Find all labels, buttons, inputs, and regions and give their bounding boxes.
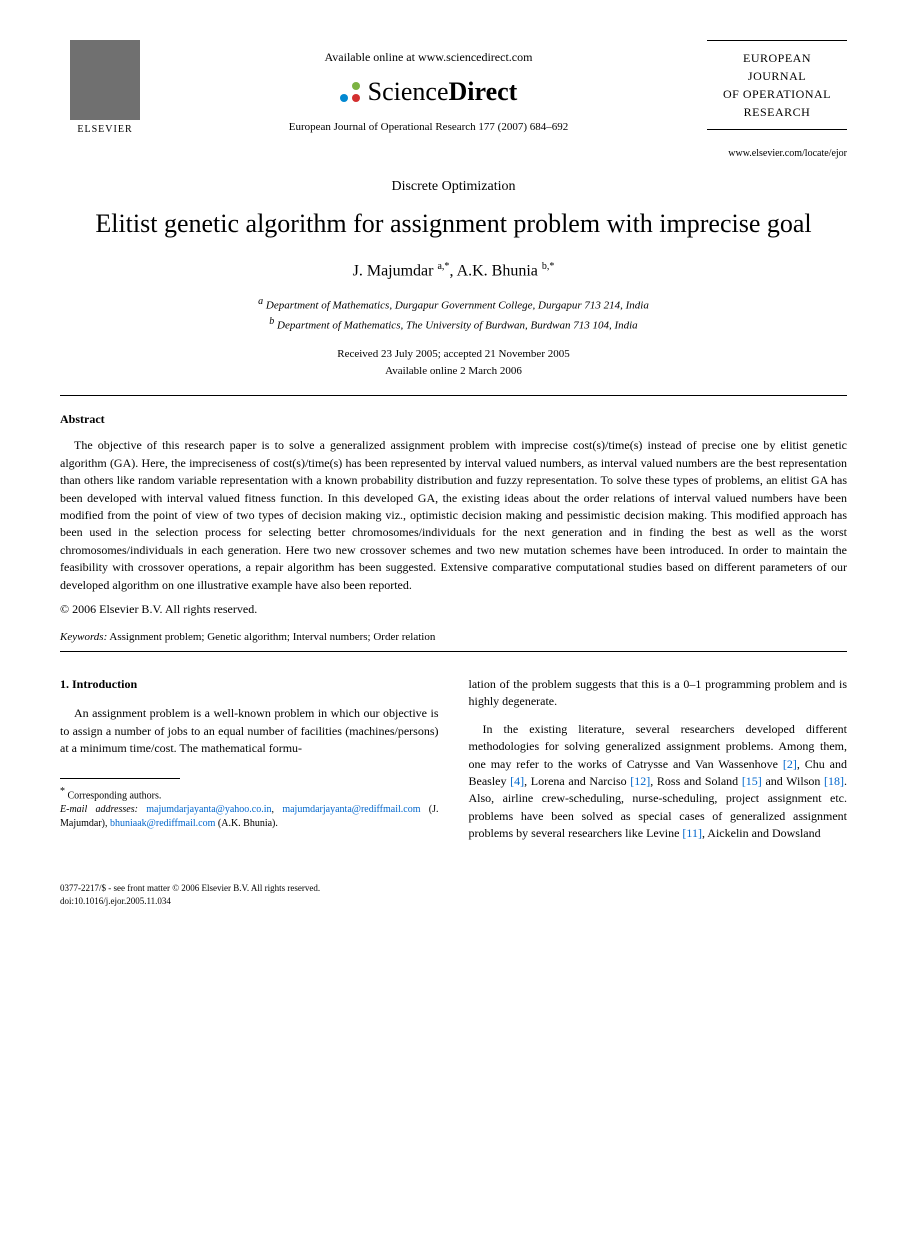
corresponding-note: * Corresponding authors. — [60, 785, 439, 803]
sciencedirect-logo: ScienceDirect — [150, 77, 707, 107]
sd-brand-left: Science — [368, 77, 449, 106]
sd-dots-icon — [340, 82, 360, 102]
footnote-separator — [60, 778, 180, 779]
intro-para1-cont: lation of the problem suggests that this… — [469, 676, 848, 711]
p2-text: , Ross and Soland — [650, 774, 742, 788]
footnote-block: * Corresponding authors. E-mail addresse… — [60, 785, 439, 831]
intro-para1: An assignment problem is a well-known pr… — [60, 705, 439, 757]
p2-text: , Aickelin and Dowsland — [702, 826, 821, 840]
keywords-text: Assignment problem; Genetic algorithm; I… — [109, 631, 435, 643]
ref-link[interactable]: [15] — [742, 774, 762, 788]
center-header: Available online at www.sciencedirect.co… — [150, 40, 707, 133]
elsevier-label: ELSEVIER — [77, 124, 132, 135]
keywords-label: Keywords: — [60, 631, 107, 643]
journal-box-line: RESEARCH — [711, 103, 843, 121]
abstract-heading: Abstract — [60, 412, 847, 427]
sd-brand-right: Direct — [449, 77, 518, 106]
available-online-text: Available online at www.sciencedirect.co… — [150, 50, 707, 65]
sd-dot — [352, 82, 360, 90]
email-label: E-mail addresses: — [60, 804, 138, 815]
sd-brand-text: ScienceDirect — [368, 77, 518, 107]
abstract-body: The objective of this research paper is … — [60, 437, 847, 594]
journal-box-line: JOURNAL — [711, 67, 843, 85]
author-name: J. Majumdar — [353, 262, 434, 279]
ref-link[interactable]: [18] — [824, 774, 844, 788]
keywords-line: Keywords: Assignment problem; Genetic al… — [60, 631, 847, 643]
journal-box-line: OF OPERATIONAL — [711, 85, 843, 103]
rule-thick — [60, 395, 847, 396]
footer-block: 0377-2217/$ - see front matter © 2006 El… — [60, 882, 847, 907]
sd-dot — [352, 94, 360, 102]
star-icon: * — [60, 786, 65, 797]
affil-text: Department of Mathematics, Durgapur Gove… — [266, 300, 649, 312]
p2-text: and Wilson — [762, 774, 824, 788]
p2-text: , Lorena and Narciso — [524, 774, 630, 788]
ref-link[interactable]: [4] — [510, 774, 524, 788]
elsevier-logo-block: ELSEVIER — [60, 40, 150, 135]
article-title: Elitist genetic algorithm for assignment… — [60, 207, 847, 241]
author-sup: b,* — [542, 261, 555, 272]
affil-sup: b — [269, 316, 274, 327]
affil-sup: a — [258, 296, 263, 307]
email-name: (A.K. Bhunia). — [218, 818, 278, 829]
email-link[interactable]: bhuniaak@rediffmail.com — [110, 818, 215, 829]
journal-title-box: EUROPEAN JOURNAL OF OPERATIONAL RESEARCH — [707, 40, 847, 130]
body-columns: 1. Introduction An assignment problem is… — [60, 676, 847, 853]
received-date: Received 23 July 2005; accepted 21 Novem… — [60, 346, 847, 363]
ref-link[interactable]: [11] — [682, 826, 702, 840]
rule-thick — [60, 651, 847, 652]
section-label: Discrete Optimization — [60, 179, 847, 195]
intro-heading: 1. Introduction — [60, 676, 439, 693]
affiliations: a Department of Mathematics, Durgapur Go… — [60, 294, 847, 334]
sd-dot — [340, 82, 348, 90]
article-dates: Received 23 July 2005; accepted 21 Novem… — [60, 346, 847, 379]
journal-url: www.elsevier.com/locate/ejor — [707, 148, 847, 159]
corr-text: Corresponding authors. — [68, 790, 162, 801]
email-link[interactable]: majumdarjayanta@yahoo.co.in — [146, 804, 271, 815]
header-row: ELSEVIER Available online at www.science… — [60, 40, 847, 159]
right-column: lation of the problem suggests that this… — [469, 676, 848, 853]
journal-box-line: EUROPEAN — [711, 49, 843, 67]
journal-box-wrap: EUROPEAN JOURNAL OF OPERATIONAL RESEARCH… — [707, 40, 847, 159]
intro-para2: In the existing literature, several rese… — [469, 721, 848, 843]
copyright-line: © 2006 Elsevier B.V. All rights reserved… — [60, 602, 847, 617]
author-name: A.K. Bhunia — [457, 262, 538, 279]
affil-text: Department of Mathematics, The Universit… — [277, 320, 638, 332]
sd-dot — [340, 94, 348, 102]
authors-line: J. Majumdar a,*, A.K. Bhunia b,* — [60, 261, 847, 280]
ref-link[interactable]: [2] — [783, 757, 797, 771]
affiliation-line: a Department of Mathematics, Durgapur Go… — [60, 294, 847, 314]
author-sup: a,* — [437, 261, 449, 272]
footer-front-matter: 0377-2217/$ - see front matter © 2006 El… — [60, 882, 847, 895]
online-date: Available online 2 March 2006 — [60, 363, 847, 380]
email-line: E-mail addresses: majumdarjayanta@yahoo.… — [60, 803, 439, 831]
journal-reference: European Journal of Operational Research… — [150, 121, 707, 133]
ref-link[interactable]: [12] — [630, 774, 650, 788]
footer-doi: doi:10.1016/j.ejor.2005.11.034 — [60, 895, 847, 908]
left-column: 1. Introduction An assignment problem is… — [60, 676, 439, 853]
elsevier-tree-icon — [70, 40, 140, 120]
email-link[interactable]: majumdarjayanta@rediffmail.com — [282, 804, 420, 815]
affiliation-line: b Department of Mathematics, The Univers… — [60, 314, 847, 334]
